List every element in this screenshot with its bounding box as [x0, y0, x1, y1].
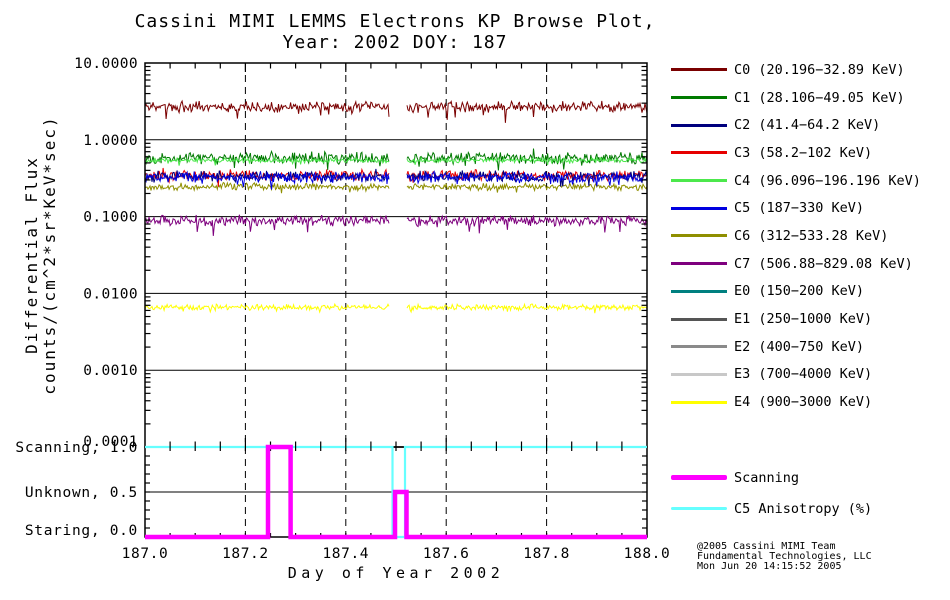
series-E4-line	[145, 302, 647, 314]
legend-label: C3 (58.2−102 KeV)	[734, 144, 873, 161]
legend-item: C3 (58.2−102 KeV)	[671, 139, 921, 167]
flux-series	[145, 99, 647, 314]
legend-swatch	[671, 507, 727, 510]
tick-marks	[145, 63, 647, 537]
series-C7-line	[145, 214, 647, 236]
scanning-line	[145, 444, 647, 540]
legend-label: C5 (187−330 KeV)	[734, 200, 865, 217]
legend-swatch	[671, 345, 727, 349]
legend-label: E3 (700−4000 KeV)	[734, 366, 873, 383]
mode-tick-label: Unknown, 0.5	[25, 485, 138, 501]
credit-line2: Fundamental Technologies, LLC	[697, 551, 872, 562]
panel-borders	[144, 62, 648, 538]
legend-swatch	[671, 262, 727, 266]
legend-label: E2 (400−750 KeV)	[734, 338, 865, 355]
mode-tick-label: Scanning, 1.0	[15, 440, 138, 456]
x-tick-label: 187.0	[122, 546, 169, 562]
legend-swatch	[671, 123, 727, 127]
plot-subtitle: Year: 2002 DOY: 187	[282, 32, 508, 53]
legend-label: E0 (150−200 KeV)	[734, 283, 865, 300]
legend-label: C5 Anisotropy (%)	[734, 500, 873, 517]
y-tick-label: 10.0000	[74, 56, 138, 72]
series-C4-line	[145, 156, 647, 166]
y-tick-label: 1.0000	[83, 133, 138, 149]
legend-item: C7 (506.88−829.08 KeV)	[671, 250, 921, 278]
legend-label: Scanning	[734, 469, 800, 486]
legend-swatch	[671, 68, 727, 72]
legend-label: C6 (312−533.28 KeV)	[734, 227, 889, 244]
legend-label: C4 (96.096−196.196 KeV)	[734, 172, 921, 189]
legend-item: E1 (250−1000 KeV)	[671, 305, 921, 333]
mode-legend: Scanning C5 Anisotropy (%)	[671, 462, 872, 524]
legend-swatch	[671, 96, 727, 100]
x-tick-label: 187.4	[322, 546, 369, 562]
x-tick-label: 187.2	[222, 546, 269, 562]
legend-swatch	[671, 475, 727, 480]
x-tick-label: 188.0	[624, 546, 671, 562]
mode-tick-label: Staring, 0.0	[25, 523, 138, 539]
x-tick-label: 187.6	[423, 546, 470, 562]
legend-item: Scanning	[671, 462, 872, 493]
legend-item: C1 (28.106−49.05 KeV)	[671, 84, 921, 112]
legend-swatch	[671, 317, 727, 321]
series-C6-line	[145, 181, 647, 194]
legend-label: C2 (41.4−64.2 KeV)	[734, 117, 881, 134]
decade-lines	[145, 139, 647, 493]
legend-item: E0 (150−200 KeV)	[671, 278, 921, 306]
legend-item: C5 (187−330 KeV)	[671, 194, 921, 222]
legend-item: C0 (20.196−32.89 KeV)	[671, 56, 921, 84]
credit-line1: @2005 Cassini MIMI Team	[697, 541, 836, 552]
legend-item: C4 (96.096−196.196 KeV)	[671, 167, 921, 195]
legend-item: C2 (41.4−64.2 KeV)	[671, 111, 921, 139]
credit-line3: Mon Jun 20 14:15:52 2005	[697, 561, 842, 572]
legend-swatch	[671, 206, 727, 210]
series-C5-line	[145, 170, 647, 190]
plot-title: Cassini MIMI LEMMS Electrons KP Browse P…	[134, 11, 656, 32]
vertical-gridlines	[244, 63, 548, 537]
x-tick-label: 187.8	[523, 546, 570, 562]
legend-label: C7 (506.88−829.08 KeV)	[734, 255, 913, 272]
legend-item: E2 (400−750 KeV)	[671, 333, 921, 361]
y-tick-label: 0.0010	[83, 363, 138, 379]
legend-label: C0 (20.196−32.89 KeV)	[734, 61, 905, 78]
legend-item: E3 (700−4000 KeV)	[671, 361, 921, 389]
legend-item: C6 (312−533.28 KeV)	[671, 222, 921, 250]
legend-swatch	[671, 289, 727, 293]
y-tick-label: 0.0001	[83, 434, 138, 450]
legend-swatch	[671, 400, 727, 404]
series-C0-line	[145, 99, 647, 123]
series-C1-line	[145, 148, 647, 171]
y-tick-label: 0.0100	[83, 286, 138, 302]
legend-swatch	[671, 179, 727, 183]
credit: @2005 Cassini MIMI Team Fundamental Tech…	[697, 542, 872, 572]
legend-item: E4 (900−3000 KeV)	[671, 388, 921, 416]
x-axis-title: Day of Year 2002	[287, 564, 505, 582]
legend-label: C1 (28.106−49.05 KeV)	[734, 89, 905, 106]
legend-swatch	[671, 234, 727, 238]
legend-swatch	[671, 372, 727, 376]
anisotropy-line	[145, 445, 647, 539]
legend-label: E1 (250−1000 KeV)	[734, 311, 873, 328]
channel-legend: C0 (20.196−32.89 KeV) C1 (28.106−49.05 Ke…	[671, 56, 921, 416]
legend-swatch	[671, 151, 727, 155]
y-tick-label: 0.1000	[83, 210, 138, 226]
legend-label: E4 (900−3000 KeV)	[734, 394, 873, 411]
legend-item: C5 Anisotropy (%)	[671, 493, 872, 524]
